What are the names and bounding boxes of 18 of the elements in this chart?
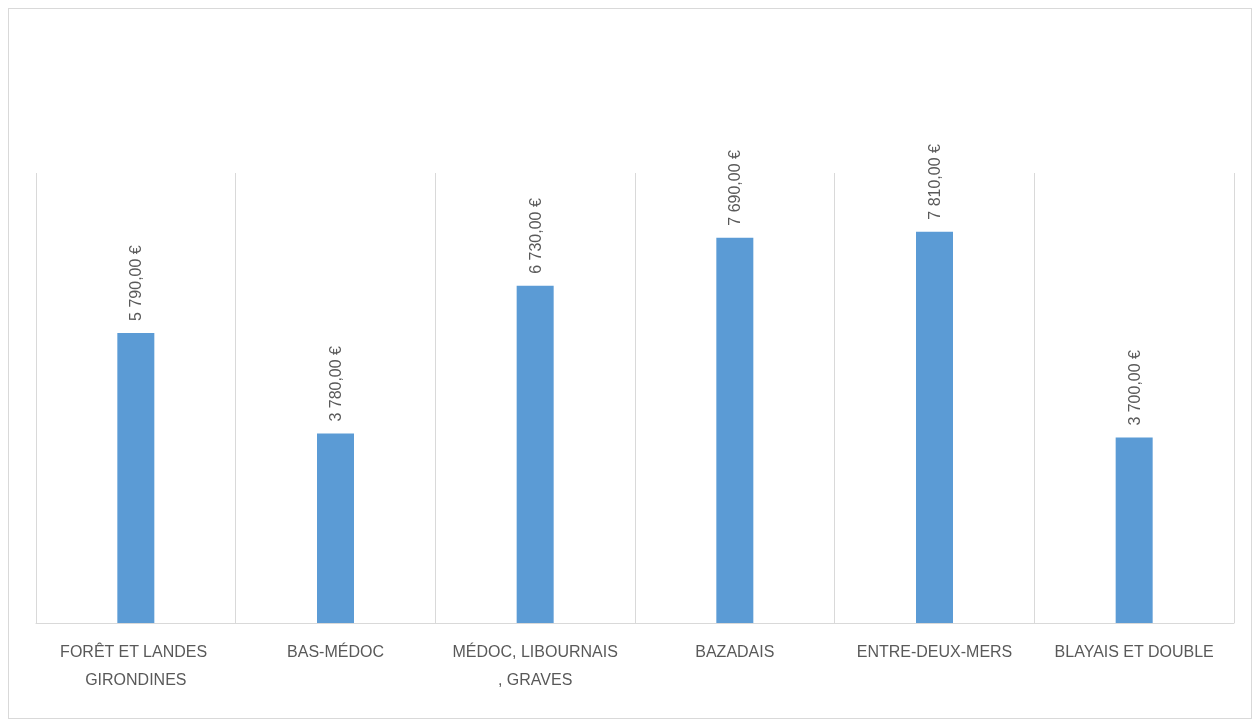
bar <box>916 231 953 623</box>
data-label: 7 810,00 € <box>926 143 943 220</box>
x-tick-label: MÉDOC, LIBOURNAIS, GRAVES <box>452 641 618 688</box>
data-label: 3 780,00 € <box>327 345 344 422</box>
x-tick-label: BAS-MÉDOC <box>287 641 384 660</box>
data-label: 5 790,00 € <box>127 245 145 321</box>
data-label: 6 730,00 € <box>526 198 544 274</box>
x-tick-label: ENTRE-DEUX-MERS <box>856 642 1013 660</box>
bar <box>317 433 354 623</box>
data-label: 7 690,00 € <box>726 149 744 226</box>
bar <box>716 237 754 623</box>
x-tick-label: FORÊT ET LANDES GIRONDINES <box>60 641 212 688</box>
x-tick-label: BAZADAIS <box>695 642 775 660</box>
x-tick-label: BLAYAIS ET DOUBLE <box>1054 642 1214 660</box>
bar <box>117 332 155 623</box>
bar <box>1115 437 1153 623</box>
bar <box>516 285 554 623</box>
data-label: 3 700,00 € <box>1125 349 1143 426</box>
